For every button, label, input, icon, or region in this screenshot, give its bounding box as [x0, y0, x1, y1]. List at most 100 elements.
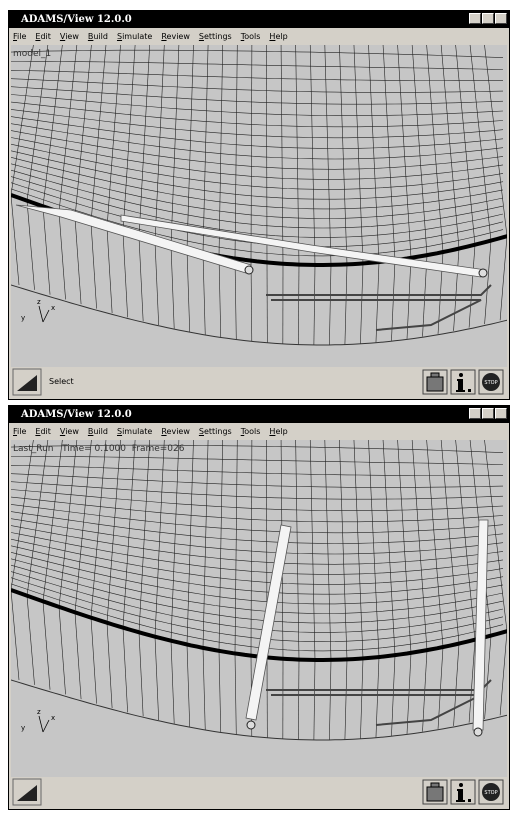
triad-label: y [21, 314, 25, 322]
triad-axis [39, 716, 43, 732]
menu-item[interactable]: Edit [35, 28, 51, 45]
menu-item[interactable]: Help [269, 423, 287, 440]
mesh-line [11, 195, 19, 285]
mesh-line [123, 45, 137, 233]
mesh-line [11, 590, 19, 680]
mesh-line [27, 440, 50, 596]
mesh-line [91, 45, 108, 223]
maximize-button[interactable] [482, 408, 494, 419]
menu-item[interactable]: Tools [241, 423, 261, 440]
mesh-line [314, 265, 315, 345]
mesh-line [43, 45, 65, 206]
triad-label: z [37, 708, 41, 716]
mesh-line [353, 440, 363, 658]
menu-item[interactable]: Settings [199, 423, 232, 440]
mesh-line [187, 249, 190, 331]
mesh-line [485, 636, 491, 719]
viewport: yzxmodel_1 [11, 45, 507, 367]
mesh-line [11, 519, 503, 554]
mesh-line [251, 440, 252, 656]
menu-item[interactable]: Simulate [117, 423, 152, 440]
menu-item[interactable]: Review [161, 423, 190, 440]
menu-item[interactable]: Edit [35, 423, 51, 440]
app-window: ADAMS/View 12.0.0File Edit View Build Simula… [8, 405, 510, 810]
mesh-line [382, 45, 395, 260]
mesh-line [11, 578, 503, 642]
menu-bar: File Edit View Build Simulate Review Settings T… [9, 423, 509, 440]
menu-item[interactable]: Build [88, 423, 108, 440]
mesh-line [59, 607, 66, 695]
mesh-line [75, 45, 94, 217]
mesh-line [187, 644, 190, 726]
menu-item[interactable]: File [13, 423, 26, 440]
mesh-line [11, 50, 503, 57]
mesh-line [43, 440, 65, 601]
mesh-line [382, 440, 395, 655]
menu-item[interactable]: File [13, 28, 26, 45]
mesh-line [171, 246, 174, 329]
axis-triad [39, 306, 49, 322]
menu-item[interactable]: View [60, 28, 79, 45]
close-button[interactable] [495, 408, 507, 419]
mesh-line [155, 637, 159, 720]
mesh-line [425, 45, 443, 252]
menu-item[interactable]: Help [269, 28, 287, 45]
axis-triad [39, 716, 49, 732]
linkage [266, 680, 491, 725]
mesh-line [171, 641, 174, 724]
mesh-line [203, 253, 205, 335]
minimize-button[interactable] [469, 13, 481, 24]
minimize-button[interactable] [469, 408, 481, 419]
mesh-line [410, 45, 427, 255]
close-button[interactable] [495, 13, 507, 24]
mesh-line [367, 45, 379, 262]
mesh-line [11, 572, 503, 633]
title-bar: ADAMS/View 12.0.0 [9, 11, 509, 28]
title-bar: ADAMS/View 12.0.0 [9, 406, 509, 423]
mesh-line [266, 45, 267, 262]
menu-item[interactable]: Build [88, 28, 108, 45]
mesh-line [454, 45, 475, 245]
menu-item[interactable]: Review [161, 28, 190, 45]
triad-axis [39, 306, 43, 322]
triad-labels: yzx [21, 298, 55, 322]
mesh-line [235, 258, 236, 339]
mesh-line [123, 233, 128, 318]
menu-item[interactable]: Tools [241, 28, 261, 45]
mesh-line [469, 245, 475, 328]
triad-axis [43, 720, 49, 732]
mesh-line [338, 45, 347, 264]
scene: yzx [11, 45, 507, 367]
mesh-line [367, 440, 379, 657]
triad-label: x [51, 714, 55, 722]
mesh-line [360, 658, 363, 738]
menu-item[interactable]: View [60, 423, 79, 440]
mesh-line [27, 201, 35, 290]
maximize-button[interactable] [482, 13, 494, 24]
mesh-line [11, 124, 503, 159]
mesh-line [310, 440, 315, 660]
status-icons: STOP [9, 365, 509, 399]
mesh-line [91, 223, 97, 309]
mesh-line [235, 653, 236, 734]
pivot [247, 721, 255, 729]
mesh-line [139, 632, 143, 716]
mesh-line [281, 45, 283, 264]
mesh-line [454, 644, 459, 726]
mesh-line [107, 623, 112, 708]
mesh-line [75, 440, 94, 612]
mesh-line [324, 45, 331, 265]
status-bar: STOP [9, 775, 509, 809]
stop-label: STOP [484, 790, 497, 796]
mesh-line [360, 263, 363, 343]
status-text: Select [49, 377, 74, 386]
cowl-edge [11, 195, 507, 265]
stop-label: STOP [484, 380, 497, 386]
menu-item[interactable]: Simulate [117, 28, 152, 45]
mesh-line [425, 440, 443, 647]
menu-item[interactable]: Settings [199, 28, 232, 45]
mesh-line [251, 45, 252, 261]
mesh-line [11, 131, 503, 170]
mesh-line [298, 660, 299, 740]
